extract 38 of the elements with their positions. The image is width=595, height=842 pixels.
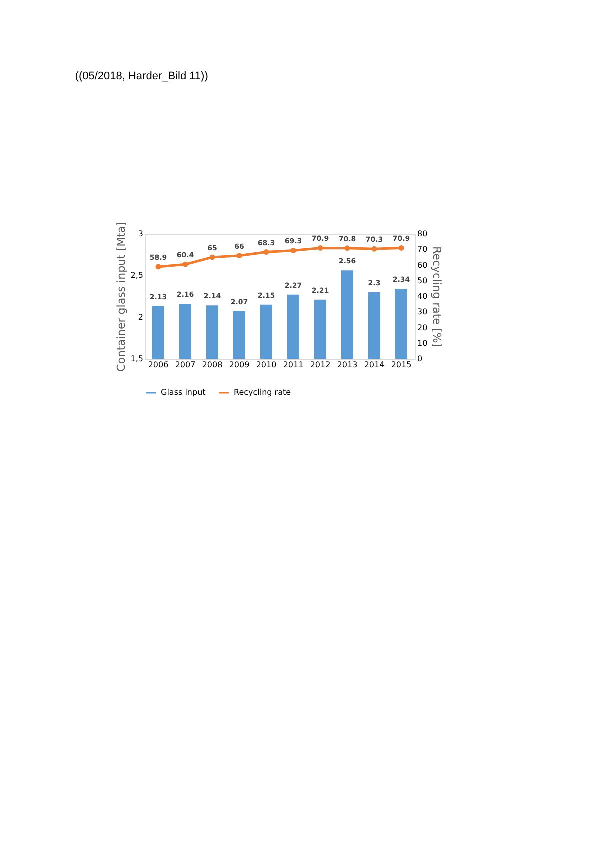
y2-tick-label: 10	[418, 338, 428, 348]
point	[344, 246, 350, 252]
x-tick-label: 2011	[283, 360, 304, 370]
point	[236, 253, 242, 259]
point	[372, 246, 378, 252]
point	[290, 248, 296, 254]
x-tick-label: 2007	[175, 360, 196, 370]
point	[264, 250, 270, 256]
legend-label: Glass input	[161, 388, 206, 397]
x-tick-label: 2012	[310, 360, 331, 370]
y2-tick-label: 0	[418, 354, 423, 364]
x-tick-label: 2010	[256, 360, 277, 370]
point	[210, 254, 216, 260]
point	[156, 264, 162, 270]
y2-tick-label: 80	[418, 230, 428, 238]
y-tick-label: 3	[138, 230, 144, 238]
legend-label: Recycling rate	[234, 388, 292, 397]
point	[398, 245, 404, 251]
y2-tick-label: 70	[418, 245, 428, 254]
x-tick-label: 2015	[391, 360, 412, 370]
chart-title: ((05/2018, Harder_Bild 11))	[75, 70, 208, 83]
x-tick-label: 2014	[364, 360, 385, 370]
x-tick-label: 2009	[229, 360, 250, 370]
y2-tick-label: 50	[418, 276, 428, 286]
x-tick-label: 2006	[148, 360, 169, 370]
y-tick-label: 2	[138, 312, 144, 322]
y2-tick-label: 60	[418, 260, 428, 270]
y2-tick-label: 30	[418, 308, 428, 317]
x-tick-label: 2013	[337, 360, 358, 370]
y-tick-label: 2,5	[130, 271, 144, 280]
y-axis-title: Container glass input [Mta]	[114, 222, 128, 372]
y2-tick-label: 40	[418, 292, 428, 301]
point	[182, 262, 188, 268]
point	[318, 245, 324, 251]
y2-axis-title: Recycling rate [%]	[430, 246, 444, 348]
y-tick-label: 1,5	[130, 354, 144, 364]
x-tick-label: 2008	[202, 360, 223, 370]
y2-tick-label: 20	[418, 323, 428, 332]
